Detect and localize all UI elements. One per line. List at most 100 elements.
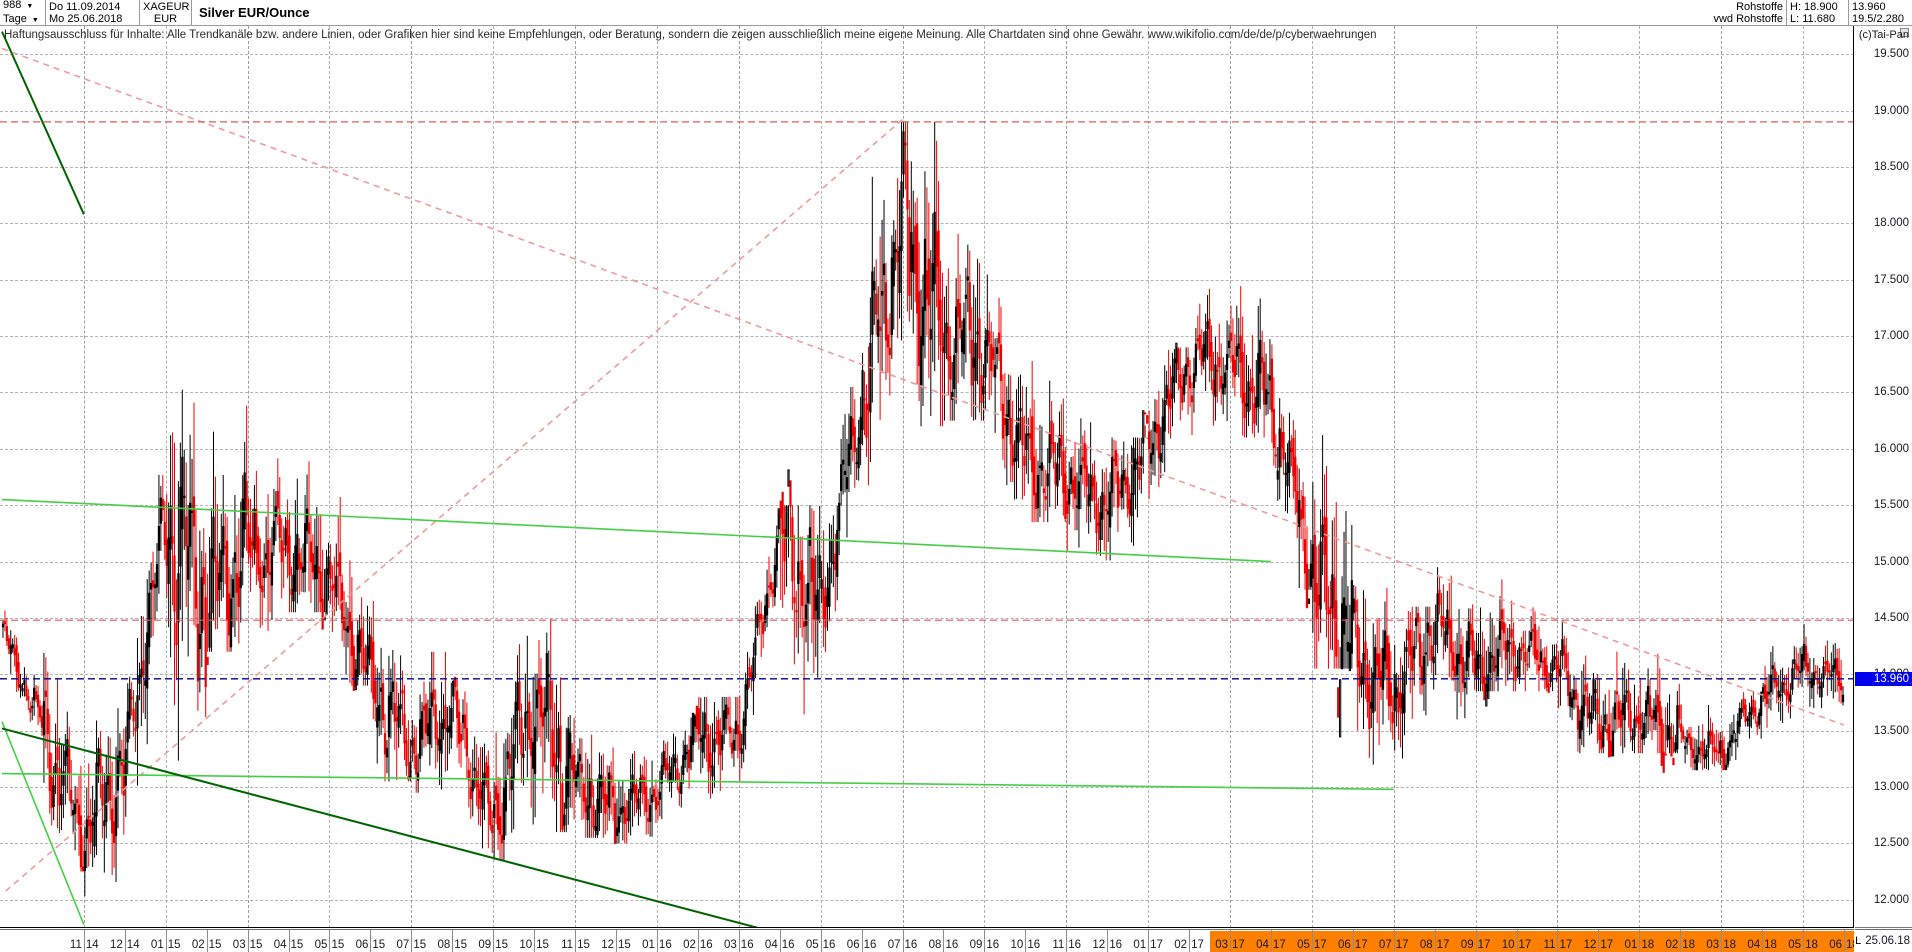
candlestick-body <box>649 804 652 822</box>
candlestick-bar <box>1259 298 1262 409</box>
candlestick-body <box>1079 464 1082 475</box>
candlestick-bar <box>797 505 800 654</box>
candlestick-bar <box>1270 344 1274 443</box>
candlestick-bar <box>880 219 884 374</box>
candlestick-body <box>1257 352 1260 407</box>
date-axis-tick-month: 04 <box>1747 939 1761 951</box>
candlestick-bar <box>161 474 164 522</box>
candlestick-body <box>912 244 915 273</box>
candlestick-bar <box>290 566 293 613</box>
candlestick-body <box>103 820 106 827</box>
candlestick-bar <box>545 632 548 739</box>
date-axis-tick-month: 01 <box>1133 939 1147 951</box>
date-axis-separator <box>370 930 372 952</box>
candlestick-body <box>582 783 585 802</box>
date-axis[interactable]: 11 14 12 14 01 15 02 15 03 15 04 15 05 15 06 15 07 15 08 15… <box>0 929 1854 952</box>
candlestick-body <box>428 708 431 745</box>
candlestick-body <box>691 712 695 746</box>
candlestick-bar <box>153 572 157 620</box>
candlestick-bar <box>894 229 897 271</box>
symbol-cell[interactable]: XAGEUR EUR <box>140 0 192 25</box>
rising-support-light-green[interactable] <box>1 721 85 925</box>
candlestick-bar <box>374 664 377 722</box>
candlestick-body <box>1272 408 1275 449</box>
candlestick-body <box>1066 500 1069 514</box>
candlestick-bar <box>637 788 640 826</box>
candlestick-bar <box>921 274 925 406</box>
candlestick-bar <box>1200 329 1203 376</box>
candlestick-bar <box>764 594 767 632</box>
candlestick-body <box>1231 355 1235 373</box>
candlestick-bar <box>42 653 46 783</box>
candlestick-bar <box>25 675 28 701</box>
candlestick-body <box>1124 476 1127 486</box>
candlestick-bar <box>99 731 102 799</box>
date-range-cell[interactable]: Do 11.09.2014 Mo 25.06.2018 <box>46 0 140 25</box>
candlestick-body <box>360 628 363 647</box>
candlestick-body <box>1019 407 1022 412</box>
candlestick-bar <box>1011 400 1014 482</box>
chevron-down-icon[interactable]: ▼ <box>26 2 34 10</box>
chevron-down-icon[interactable]: ▼ <box>31 16 39 24</box>
candlestick-bar <box>471 749 474 817</box>
candlestick-bar <box>376 667 379 764</box>
candlestick-body <box>1112 458 1116 462</box>
downtrend-pink-dashed-upper[interactable] <box>1 47 1845 726</box>
date-axis-tick-year: 15 <box>331 939 345 951</box>
resistance-light-green-flat[interactable] <box>1 498 1271 563</box>
date-axis-separator <box>1148 930 1150 952</box>
candlestick-body <box>70 789 73 804</box>
vertical-gridline <box>1066 26 1068 927</box>
date-axis-tick-month: 01 <box>1624 939 1638 951</box>
candlestick-bar <box>1159 426 1162 479</box>
candlestick-body <box>1206 321 1209 330</box>
candlestick-body <box>586 805 589 821</box>
price-axis[interactable]: 19.500 19.000 18.500 18.000 17.500 17.000 16.5… <box>1855 26 1912 928</box>
candlestick-body <box>144 680 147 686</box>
candlestick-bar <box>1188 360 1192 407</box>
candlestick-body <box>153 584 157 589</box>
candlestick-bar <box>841 424 845 495</box>
candlestick-body <box>886 334 890 348</box>
candlestick-bar <box>255 470 258 586</box>
candlestick-bar <box>639 764 642 817</box>
candlestick-bar <box>943 296 946 421</box>
candlestick-body <box>1198 334 1201 350</box>
category-cell[interactable]: Rohstoffe vwd Rohstoffe <box>1705 0 1787 25</box>
candlestick-bar <box>354 658 357 691</box>
date-axis-separator <box>1803 930 1805 952</box>
candlestick-body <box>173 555 176 612</box>
candlestick-body <box>927 258 930 306</box>
price-axis-tick-label: 16.000 <box>1873 442 1909 455</box>
rising-support-dark-green[interactable] <box>1 727 780 928</box>
candlestick-bar <box>419 694 422 773</box>
candlestick-bar <box>534 673 537 818</box>
support-light-green-flat[interactable] <box>1 772 1394 791</box>
bars-interval-selector[interactable]: 988 ▼ Tage ▼ <box>0 0 46 25</box>
candlestick-body <box>327 556 330 575</box>
price-axis-tick-label: 13.500 <box>1873 724 1909 737</box>
candlestick-bar <box>430 651 433 749</box>
candlestick-body <box>736 724 739 735</box>
vertical-gridline <box>1557 26 1559 927</box>
date-axis-separator <box>1393 930 1395 952</box>
candlestick-bar <box>23 667 26 697</box>
chart-plot-area[interactable] <box>0 26 1854 928</box>
candlestick-bar <box>132 690 135 737</box>
candlestick-body <box>222 526 225 556</box>
price-axis-tick-label: 14.500 <box>1873 611 1909 624</box>
candlestick-bar <box>1046 448 1049 523</box>
candlestick-bar <box>510 717 513 833</box>
candlestick-body <box>413 737 416 754</box>
candlestick-body <box>17 662 20 688</box>
candlestick-bar <box>627 788 630 833</box>
candlestick-body <box>1173 358 1176 383</box>
candlestick-bar <box>305 474 309 545</box>
candlestick-bar <box>130 682 133 716</box>
upper-resistance-dark-green[interactable] <box>1 31 85 215</box>
candlestick-bar <box>826 562 829 631</box>
date-axis-tick-year: 17 <box>1600 939 1614 951</box>
candlestick-bar <box>204 552 207 718</box>
candlestick-body <box>1286 462 1289 487</box>
candlestick-bar <box>918 242 921 401</box>
